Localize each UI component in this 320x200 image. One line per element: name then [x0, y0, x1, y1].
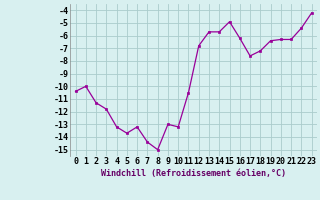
X-axis label: Windchill (Refroidissement éolien,°C): Windchill (Refroidissement éolien,°C): [101, 169, 286, 178]
